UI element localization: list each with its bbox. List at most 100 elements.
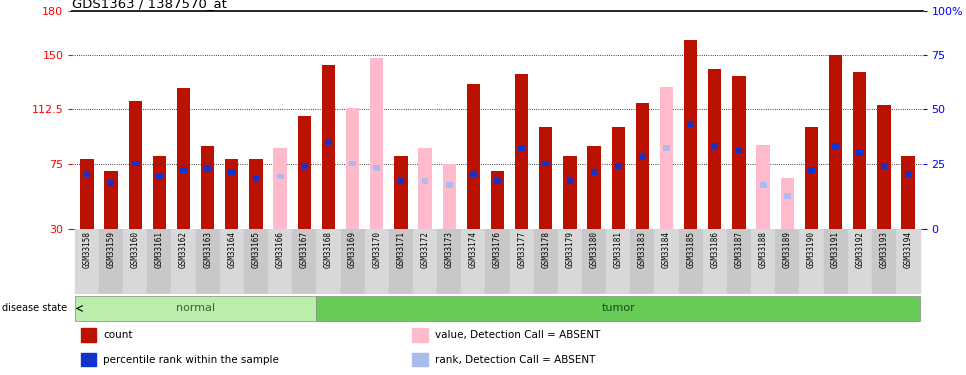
- Bar: [75, 229, 99, 294]
- Bar: [905, 171, 912, 177]
- Bar: [317, 229, 341, 294]
- Bar: [437, 229, 462, 294]
- Bar: [848, 229, 871, 294]
- Bar: [587, 146, 601, 229]
- Bar: [611, 127, 625, 229]
- Bar: [533, 229, 557, 294]
- Bar: [829, 55, 842, 229]
- Bar: [128, 101, 142, 229]
- Bar: [607, 229, 630, 294]
- Bar: [398, 178, 405, 184]
- Text: GSM33183: GSM33183: [638, 231, 647, 268]
- Bar: [775, 229, 799, 294]
- Text: GSM33169: GSM33169: [348, 231, 357, 268]
- Bar: [269, 229, 292, 294]
- Text: GSM33170: GSM33170: [372, 231, 382, 268]
- Bar: [495, 178, 501, 184]
- Bar: [177, 88, 190, 229]
- Bar: [181, 167, 187, 173]
- Text: GSM33177: GSM33177: [517, 231, 526, 268]
- Bar: [131, 160, 139, 166]
- Bar: [346, 108, 359, 229]
- Bar: [80, 159, 94, 229]
- Text: GSM33163: GSM33163: [203, 231, 213, 268]
- Bar: [678, 229, 703, 294]
- Bar: [872, 229, 896, 294]
- Bar: [418, 147, 432, 229]
- Bar: [655, 229, 678, 294]
- Bar: [317, 296, 921, 321]
- Bar: [273, 147, 287, 229]
- Bar: [760, 182, 767, 188]
- Text: GSM33187: GSM33187: [734, 231, 744, 268]
- Bar: [857, 150, 864, 156]
- Text: value, Detection Call = ABSENT: value, Detection Call = ABSENT: [435, 330, 600, 340]
- Bar: [301, 163, 307, 169]
- Text: GDS1363 / 1387570_at: GDS1363 / 1387570_at: [72, 0, 227, 10]
- Bar: [877, 105, 891, 229]
- Text: disease state: disease state: [2, 303, 67, 313]
- Bar: [853, 72, 867, 229]
- Text: GSM33160: GSM33160: [130, 231, 140, 268]
- Bar: [636, 103, 649, 229]
- Bar: [896, 229, 920, 294]
- Bar: [253, 176, 260, 182]
- Text: tumor: tumor: [602, 303, 635, 313]
- Text: GSM33172: GSM33172: [420, 231, 430, 268]
- Text: GSM33194: GSM33194: [903, 231, 913, 268]
- Bar: [781, 178, 794, 229]
- Bar: [462, 229, 485, 294]
- Bar: [421, 178, 429, 184]
- Text: GSM33167: GSM33167: [299, 231, 309, 268]
- Text: GSM33192: GSM33192: [855, 231, 865, 268]
- Text: GSM33180: GSM33180: [589, 231, 599, 268]
- Bar: [374, 165, 381, 171]
- Bar: [563, 156, 577, 229]
- Bar: [727, 229, 752, 294]
- Text: percentile rank within the sample: percentile rank within the sample: [103, 354, 279, 364]
- Text: GSM33190: GSM33190: [807, 231, 816, 268]
- Bar: [485, 229, 510, 294]
- Bar: [322, 65, 335, 229]
- Bar: [631, 229, 655, 294]
- Bar: [442, 164, 456, 229]
- Bar: [684, 40, 697, 229]
- Bar: [370, 58, 384, 229]
- Bar: [567, 178, 574, 184]
- Bar: [220, 229, 243, 294]
- Bar: [901, 156, 915, 229]
- Bar: [75, 296, 317, 321]
- Bar: [582, 229, 607, 294]
- Bar: [172, 229, 195, 294]
- Bar: [558, 229, 582, 294]
- Bar: [99, 229, 124, 294]
- Bar: [147, 229, 172, 294]
- Text: GSM33188: GSM33188: [758, 231, 768, 268]
- Bar: [736, 147, 743, 153]
- Bar: [809, 167, 815, 173]
- Bar: [732, 76, 746, 229]
- Bar: [756, 145, 770, 229]
- Bar: [510, 229, 534, 294]
- Bar: [104, 171, 118, 229]
- Bar: [823, 229, 848, 294]
- Text: GSM33166: GSM33166: [275, 231, 285, 268]
- Bar: [446, 182, 453, 188]
- Bar: [805, 127, 818, 229]
- Bar: [639, 154, 646, 160]
- Bar: [195, 229, 220, 294]
- Bar: [800, 229, 823, 294]
- Text: GSM33191: GSM33191: [831, 231, 840, 268]
- Text: GSM33164: GSM33164: [227, 231, 237, 268]
- Bar: [881, 163, 888, 169]
- Text: GSM33173: GSM33173: [444, 231, 454, 268]
- Bar: [365, 229, 388, 294]
- Text: GSM33158: GSM33158: [82, 231, 92, 268]
- Text: GSM33181: GSM33181: [613, 231, 623, 268]
- Bar: [350, 160, 356, 166]
- Text: GSM33179: GSM33179: [565, 231, 575, 268]
- Text: GSM33161: GSM33161: [155, 231, 164, 268]
- Text: GSM33189: GSM33189: [782, 231, 792, 268]
- Bar: [539, 127, 553, 229]
- Text: count: count: [103, 330, 132, 340]
